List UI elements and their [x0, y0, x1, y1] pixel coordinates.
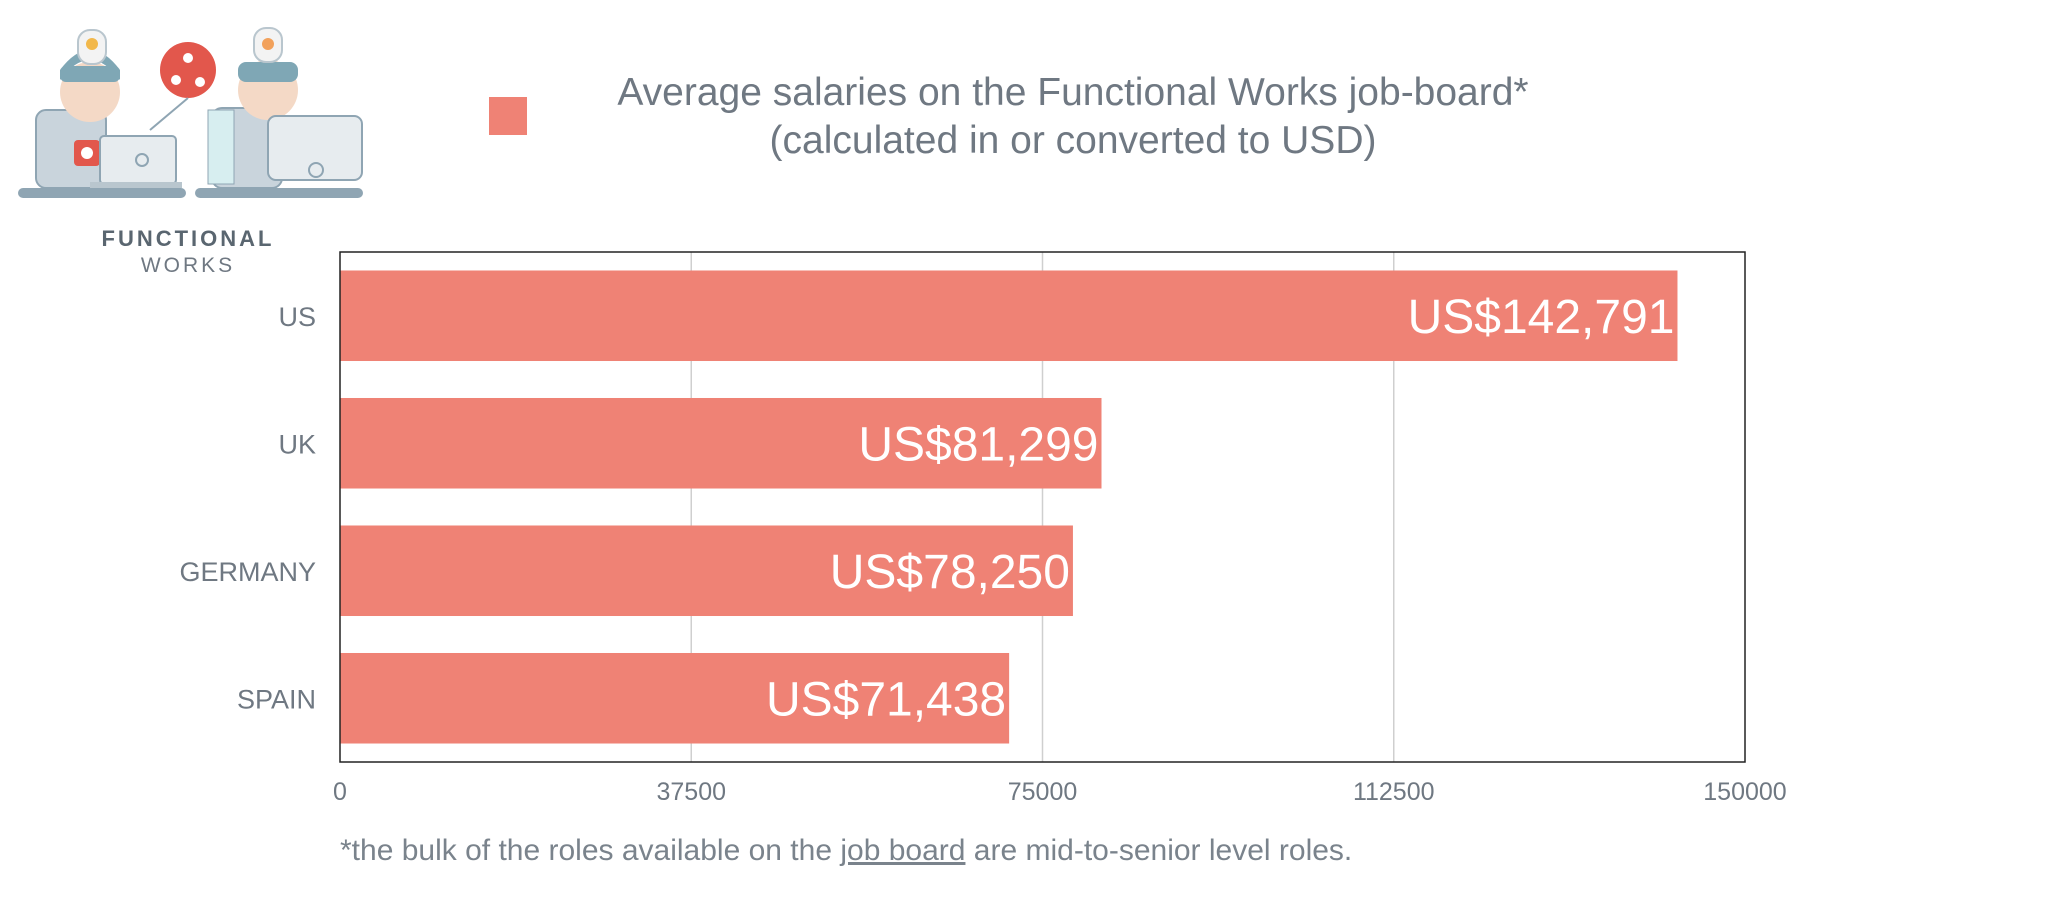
x-tick-label: 112500 — [1353, 778, 1435, 806]
x-tick-label: 75000 — [1008, 778, 1078, 806]
x-tick-label: 0 — [333, 778, 347, 806]
category-label: GERMANY — [179, 557, 316, 587]
logo-text-functional: FUNCTIONAL — [102, 226, 275, 251]
chart-title-line-1: Average salaries on the Functional Works… — [617, 71, 1528, 114]
legend-swatch — [489, 97, 527, 135]
category-label: UK — [278, 429, 316, 459]
footnote-text-before: *the bulk of the roles available on the — [340, 834, 841, 867]
bar-value-label: US$81,299 — [858, 418, 1098, 471]
chart-title-line-2: (calculated in or converted to USD) — [770, 119, 1377, 162]
bar-uk — [340, 397, 1102, 489]
footnote: *the bulk of the roles available on the … — [340, 834, 1352, 868]
category-label: SPAIN — [237, 684, 316, 714]
bars: US$142,791 US$81,299 US$78,250 US$71,438 — [340, 270, 1678, 744]
x-tick-label: 37500 — [656, 778, 726, 806]
functional-works-logo: FUNCTIONAL WORKS — [18, 27, 363, 277]
bar-germany — [340, 525, 1073, 617]
footnote-text-after: are mid-to-senior level roles. — [965, 834, 1353, 867]
developer-illustration-icon — [18, 27, 363, 198]
plot-frame — [339, 251, 1746, 763]
job-board-link[interactable]: job board — [840, 834, 966, 867]
x-axis-ticks: 0 37500 75000 112500 150000 — [333, 778, 1787, 806]
bar-spain — [340, 652, 1010, 744]
x-tick-label: 150000 — [1703, 778, 1786, 806]
logo-text-works: WORKS — [141, 254, 235, 277]
bar-value-label: US$71,438 — [766, 673, 1006, 726]
category-labels: US UK GERMANY SPAIN — [179, 302, 316, 715]
bar-us — [340, 270, 1678, 362]
bar-value-label: US$142,791 — [1408, 291, 1675, 344]
category-label: US — [278, 302, 316, 332]
bar-value-label: US$78,250 — [830, 546, 1070, 599]
